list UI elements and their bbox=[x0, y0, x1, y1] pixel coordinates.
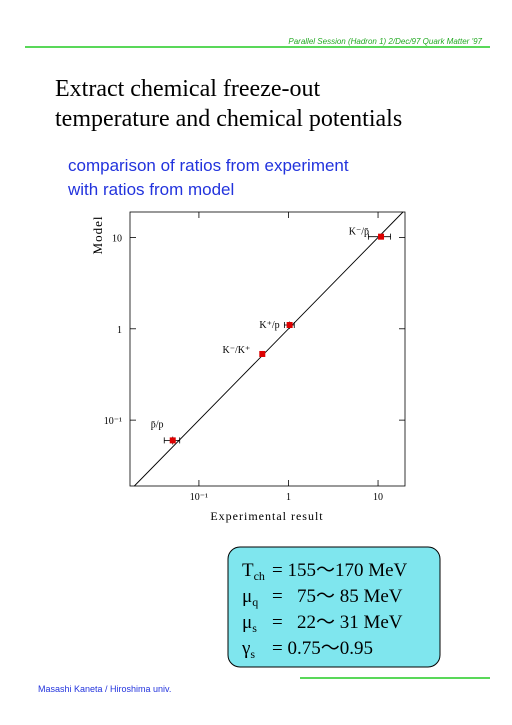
parameter-subscript: s bbox=[252, 621, 257, 635]
point-label: K⁺/p bbox=[259, 320, 279, 331]
y-tick-label: 10⁻¹ bbox=[104, 416, 122, 427]
y-tick-label: 10 bbox=[112, 233, 122, 244]
data-point bbox=[286, 322, 293, 329]
point-label: p̄/p bbox=[151, 419, 164, 430]
parameter-symbol: γ bbox=[241, 638, 250, 659]
parameter-symbol: μ bbox=[242, 612, 252, 633]
subtitle-line: comparison of ratios from experiment bbox=[68, 156, 349, 175]
diagonal bbox=[134, 211, 404, 487]
y-tick-label: 1 bbox=[117, 325, 122, 336]
parameter-row: γs = 0.75〜0.95 bbox=[241, 638, 373, 661]
parameter-subscript: s bbox=[250, 647, 255, 661]
parameter-box bbox=[227, 546, 441, 668]
plot-frame bbox=[129, 211, 406, 487]
x-tick-label: 10⁻¹ bbox=[190, 492, 208, 503]
title-line: Extract chemical freeze-out bbox=[55, 76, 320, 102]
parameter-value: = 155〜170 MeV bbox=[272, 560, 408, 581]
x-tick-label: 10 bbox=[373, 492, 383, 503]
data-point bbox=[169, 437, 176, 444]
subtitle-line: with ratios from model bbox=[67, 180, 234, 199]
point-label: K⁻/p̄ bbox=[349, 227, 369, 238]
title-line: temperature and chemical potentials bbox=[55, 106, 402, 132]
point-label: K⁻/K⁺ bbox=[223, 345, 251, 356]
header: Parallel Session (Hadron 1) 2/Dec/97 Qua… bbox=[288, 37, 482, 46]
x-axis-label: Experimental result bbox=[210, 509, 323, 523]
parameter-symbol: μ bbox=[242, 586, 252, 607]
parameter-row: Tch = 155〜170 MeV bbox=[242, 560, 408, 583]
footer: Masashi Kaneta / Hiroshima univ. bbox=[38, 684, 171, 694]
parameter-symbol: T bbox=[242, 560, 254, 581]
parameter-value: = 75〜 85 MeV bbox=[272, 586, 403, 607]
x-tick-label: 1 bbox=[286, 492, 291, 503]
parameter-subscript: ch bbox=[254, 569, 265, 583]
plot: 10⁻¹ 1 10 10⁻¹ 1 10 K⁻/p̄ K⁺/p K⁻/K⁺ p̄/p bbox=[104, 211, 405, 503]
data-point bbox=[378, 233, 385, 240]
parameter-row: μs = 22〜 31 MeV bbox=[242, 612, 403, 635]
parameter-subscript: q bbox=[252, 595, 258, 609]
parameter-row: μq = 75〜 85 MeV bbox=[242, 586, 403, 609]
parameter-value: = 22〜 31 MeV bbox=[272, 612, 403, 633]
y-axis-label: Model bbox=[90, 216, 105, 255]
data-point bbox=[259, 350, 266, 357]
parameter-value: = 0.75〜0.95 bbox=[272, 638, 373, 659]
